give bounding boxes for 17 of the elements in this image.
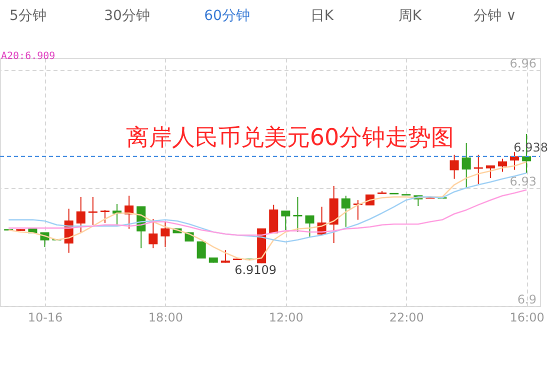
text: 分钟 ∨: [474, 8, 516, 24]
annotation: A20:6.909: [1, 51, 56, 62]
x-tick-label: 12:00: [268, 310, 304, 324]
text: 5分钟: [10, 8, 46, 24]
x-tick-label: 16:00: [510, 310, 544, 324]
text: 周K: [398, 8, 422, 24]
text: 日K: [310, 8, 334, 24]
x-tick-label: 10-16: [28, 310, 63, 324]
text: 60分钟: [204, 8, 250, 24]
x-tick-label: 18:00: [148, 310, 183, 324]
text: 30分钟: [104, 8, 150, 24]
annotation: 6.9109: [234, 263, 277, 278]
text: 离岸人民币兑美元60分钟走势图: [126, 125, 454, 151]
x-tick-label: 22:00: [389, 310, 424, 324]
y-tick-label: 6.93: [510, 174, 536, 188]
y-tick-label: 6.9: [517, 292, 536, 306]
y-tick-label: 6.96: [510, 56, 536, 70]
